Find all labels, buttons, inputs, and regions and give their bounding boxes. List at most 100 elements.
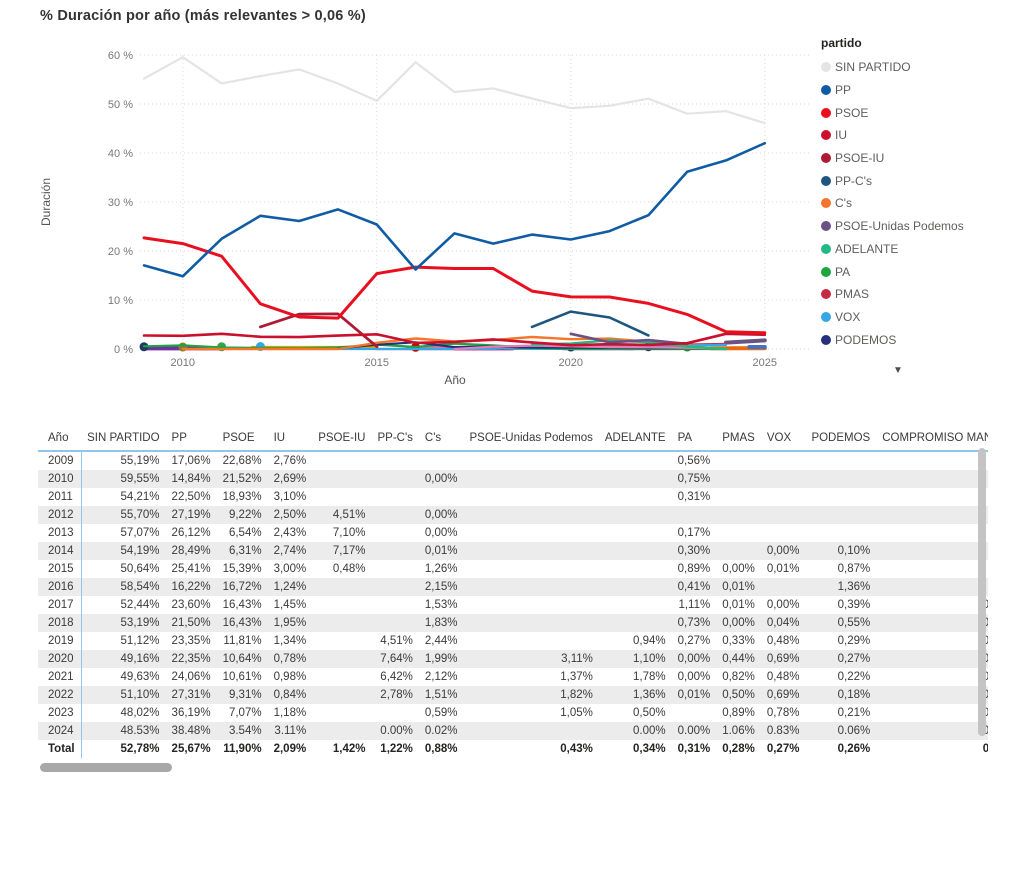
cell-value[interactable]: 0,69% <box>766 653 800 665</box>
cell-value[interactable] <box>761 506 806 524</box>
cell-value[interactable] <box>312 668 371 686</box>
cell-value[interactable] <box>599 542 672 560</box>
cell-value[interactable] <box>312 614 371 632</box>
cell-value[interactable] <box>876 506 988 524</box>
cell-value[interactable]: 0,27% <box>677 635 711 647</box>
cell-value[interactable]: 0,25% <box>876 704 988 722</box>
legend-item-psoe[interactable]: PSOE <box>821 101 1011 124</box>
cell-value[interactable] <box>672 704 717 722</box>
cell-value[interactable]: 0,56% <box>677 455 711 467</box>
cell-value[interactable]: 0,00% <box>677 653 711 665</box>
cell-value[interactable] <box>599 578 672 596</box>
cell-value[interactable]: 0,59% <box>424 707 458 719</box>
cell-value[interactable]: 1,36% <box>633 689 666 701</box>
cell-value[interactable]: 1,53% <box>424 599 458 611</box>
cell-value[interactable]: 10,61% <box>222 671 262 683</box>
cell-value[interactable]: 0,49% <box>876 614 988 632</box>
cell-value[interactable]: 1,45% <box>273 599 307 611</box>
cell-value[interactable] <box>761 451 806 470</box>
cell-value[interactable]: 0,39% <box>837 599 871 611</box>
cell-value[interactable]: 0,84% <box>273 689 307 701</box>
cell-value[interactable]: 7,64% <box>380 653 413 665</box>
column-header-c-s[interactable]: C's <box>418 428 464 452</box>
cell-value[interactable]: 27,19% <box>171 509 211 521</box>
cell-value[interactable]: 0,18% <box>982 743 988 755</box>
legend-item-iu[interactable]: IU <box>821 124 1011 147</box>
column-header-psoe-iu[interactable]: PSOE-IU <box>312 428 372 452</box>
cell-value[interactable]: 0,00% <box>722 617 755 629</box>
cell-value[interactable]: 1,78% <box>633 671 666 683</box>
cell-value[interactable] <box>599 488 672 506</box>
cell-value[interactable]: 57,07% <box>120 527 160 539</box>
cell-value[interactable]: 0,69% <box>876 632 988 650</box>
cell-value[interactable] <box>464 614 599 632</box>
cell-value[interactable]: 16,72% <box>222 581 262 593</box>
cell-value[interactable]: 48.53% <box>120 725 160 737</box>
cell-value[interactable]: 53,19% <box>120 617 160 629</box>
column-header-adelante[interactable]: ADELANTE <box>598 428 672 452</box>
cell-year[interactable]: 2014 <box>38 542 82 560</box>
cell-value[interactable]: 49,63% <box>120 671 160 683</box>
cell-value[interactable] <box>464 596 599 614</box>
cell-value[interactable]: 0,04% <box>766 617 800 629</box>
cell-value[interactable]: 0,89% <box>722 707 755 719</box>
series-line-psoe-unidas-podemos[interactable] <box>569 332 689 346</box>
series-line-iu[interactable] <box>142 332 767 347</box>
column-header-compromiso-manilva[interactable]: COMPROMISO MANILVA <box>876 428 988 452</box>
cell-value[interactable]: 1.06% <box>722 725 755 737</box>
cell-value[interactable] <box>464 488 599 506</box>
cell-value[interactable]: 0,78% <box>273 653 307 665</box>
cell-value[interactable] <box>371 451 418 470</box>
cell-value[interactable]: 0,69% <box>766 689 800 701</box>
cell-value[interactable]: 25,41% <box>171 563 211 575</box>
cell-value[interactable]: 3,00% <box>273 563 307 575</box>
cell-value[interactable]: 21,52% <box>222 473 262 485</box>
legend-item-c-s[interactable]: C's <box>821 192 1011 215</box>
cell-value[interactable]: 1,22% <box>380 743 413 755</box>
cell-value[interactable]: 0,56% <box>876 650 988 668</box>
cell-value[interactable]: 22,68% <box>222 455 262 467</box>
cell-value[interactable]: 23,60% <box>171 599 211 611</box>
cell-value[interactable]: 23,35% <box>171 635 211 647</box>
cell-year[interactable]: 2013 <box>38 524 82 542</box>
cell-value[interactable]: 6,54% <box>228 527 262 539</box>
cell-year[interactable]: 2009 <box>38 451 82 470</box>
cell-value[interactable]: 2,44% <box>424 635 458 647</box>
cell-value[interactable]: 4,51% <box>332 509 366 521</box>
cell-value[interactable]: 1,10% <box>633 653 666 665</box>
cell-year[interactable]: 2024 <box>38 722 82 740</box>
cell-value[interactable]: 0,21% <box>837 707 871 719</box>
cell-value[interactable]: 49,16% <box>120 653 160 665</box>
cell-value[interactable]: 9,22% <box>228 509 262 521</box>
cell-value[interactable]: 2,76% <box>273 455 307 467</box>
cell-value[interactable] <box>876 524 988 542</box>
cell-value[interactable]: 1,83% <box>424 617 458 629</box>
cell-value[interactable] <box>464 578 599 596</box>
column-header-pmas[interactable]: PMAS <box>716 428 761 452</box>
cell-value[interactable]: 0,48% <box>766 635 800 647</box>
cell-value[interactable] <box>464 722 599 740</box>
cell-value[interactable] <box>716 542 761 560</box>
cell-value[interactable] <box>419 451 464 470</box>
cell-value[interactable] <box>599 470 672 488</box>
series-line-pp-c-s[interactable] <box>530 310 650 337</box>
series-line-psoe-iu[interactable] <box>258 312 379 349</box>
cell-value[interactable]: 2,78% <box>380 689 413 701</box>
cell-value[interactable]: 15,39% <box>222 563 262 575</box>
cell-value[interactable]: 0,01% <box>722 599 755 611</box>
cell-value[interactable]: 24,06% <box>171 671 211 683</box>
cell-value[interactable] <box>371 542 418 560</box>
cell-value[interactable]: 0.83% <box>766 725 800 737</box>
cell-value[interactable]: 54,21% <box>120 491 160 503</box>
cell-value[interactable] <box>464 542 599 560</box>
cell-value[interactable]: 0,00% <box>424 527 458 539</box>
cell-value[interactable]: 2,74% <box>273 545 307 557</box>
cell-value[interactable]: 0,88% <box>424 743 458 755</box>
cell-value[interactable]: 2,12% <box>424 671 458 683</box>
cell-value[interactable] <box>599 560 672 578</box>
legend-item-pp[interactable]: PP <box>821 79 1011 102</box>
cell-value[interactable]: 0,38% <box>876 668 988 686</box>
cell-value[interactable]: 16,22% <box>171 581 211 593</box>
cell-value[interactable] <box>876 451 988 470</box>
cell-value[interactable]: 51,12% <box>120 635 160 647</box>
